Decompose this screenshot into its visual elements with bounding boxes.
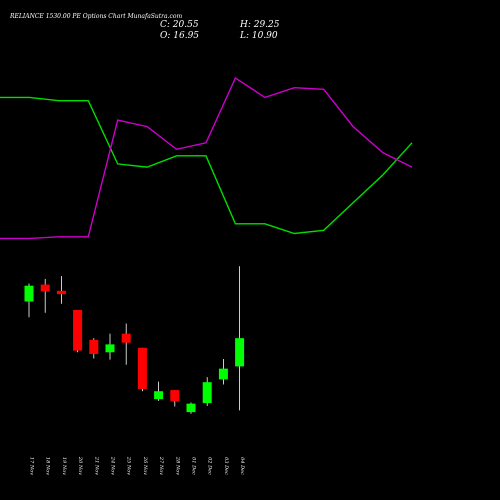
date-label: 20 Nov — [77, 456, 83, 475]
candle-4 — [73, 309, 83, 353]
date-label: 03 Dec — [223, 457, 229, 475]
candle-body — [56, 290, 66, 295]
date-label: 27 Nov — [158, 456, 164, 475]
indicator-lines — [0, 76, 413, 240]
indicator-line-2 — [0, 76, 413, 240]
date-label: 21 Nov — [93, 456, 99, 475]
date-label: 19 Nov — [61, 457, 67, 475]
date-label: 28 Nov — [174, 456, 180, 475]
date-label: 02 Dec — [207, 457, 213, 475]
candle-body — [186, 403, 196, 413]
candle-body — [24, 285, 34, 302]
date-label: 04 Dec — [239, 457, 245, 475]
date-label: 18 Nov — [45, 457, 51, 475]
candle-2 — [40, 278, 50, 313]
indicator-line-1 — [0, 96, 413, 235]
high-value: H: 29.25 — [239, 20, 280, 30]
date-label: 01 Dec — [191, 457, 197, 475]
candle-12 — [202, 377, 212, 406]
date-labels: 17 Nov 18 Nov 19 Nov 20 Nov 21 Nov 24 Nov 25 N… — [29, 456, 246, 475]
candle-body — [154, 391, 164, 400]
date-label: 24 Nov — [110, 456, 116, 475]
candle-body — [121, 333, 131, 343]
candle-body — [40, 284, 50, 292]
candle-13 — [218, 359, 228, 385]
date-label: 17 Nov — [29, 457, 35, 475]
candle-10 — [170, 390, 180, 407]
candle-body — [202, 382, 212, 404]
low-value: L: 10.90 — [239, 31, 278, 41]
candle-14 — [235, 266, 245, 411]
open-value: O: 16.95 — [160, 31, 199, 41]
candle-body — [73, 309, 83, 351]
candle-body — [137, 347, 147, 389]
candlesticks — [24, 266, 245, 414]
candle-7 — [121, 323, 131, 365]
candle-6 — [105, 333, 115, 360]
candle-3 — [56, 276, 66, 304]
candle-body — [105, 344, 115, 353]
chart-title: RELIANCE 1530.00 PE Options Chart Munafa… — [9, 13, 182, 20]
candle-1 — [24, 283, 34, 318]
candle-5 — [89, 338, 99, 359]
close-value: C: 20.55 — [160, 20, 199, 30]
date-label: 25 Nov — [126, 456, 132, 475]
candle-8 — [137, 347, 147, 392]
date-label: 26 Nov — [142, 456, 148, 475]
candle-body — [235, 338, 245, 367]
candle-body — [89, 339, 99, 354]
candle-11 — [186, 402, 196, 414]
candle-9 — [154, 381, 164, 401]
candle-body — [218, 368, 228, 380]
candle-body — [170, 390, 180, 402]
